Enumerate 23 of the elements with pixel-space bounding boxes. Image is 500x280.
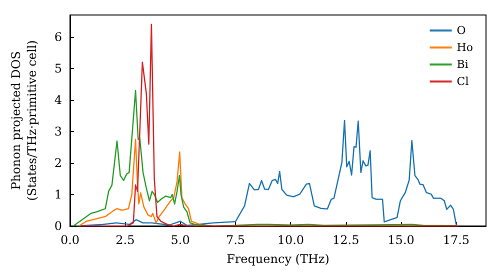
legend-label: Cl <box>456 75 470 88</box>
x-tick-label: 10.0 <box>277 233 304 247</box>
line-series <box>76 120 458 227</box>
x-tick-label: 5.0 <box>170 233 190 247</box>
x-tick-label: 2.5 <box>116 233 135 247</box>
y-tick-label: 2 <box>54 156 62 170</box>
x-tick-label: 0.0 <box>60 233 80 247</box>
x-axis-title: Frequency (THz) <box>226 252 330 266</box>
y-tick-label: 5 <box>54 62 62 76</box>
legend-label: Bi <box>456 58 469 71</box>
x-tick-label: 7.5 <box>226 233 246 247</box>
x-tick-label: 12.5 <box>332 233 360 247</box>
x-tick-label: 17.5 <box>442 233 470 247</box>
y-tick-label: 4 <box>54 93 62 108</box>
y-tick-label: 3 <box>54 124 62 139</box>
x-tick-label: 15.0 <box>388 233 414 247</box>
y-tick-label: 6 <box>54 30 62 44</box>
y-axis-title: Phonon projected DOS (States/THz·primitive cell) <box>9 40 39 201</box>
legend-label: O <box>456 24 466 37</box>
y-tick-label: 0 <box>54 219 62 233</box>
legend-label: Ho <box>456 41 474 54</box>
line-series <box>72 90 457 227</box>
y-tick-label: 1 <box>54 188 62 202</box>
